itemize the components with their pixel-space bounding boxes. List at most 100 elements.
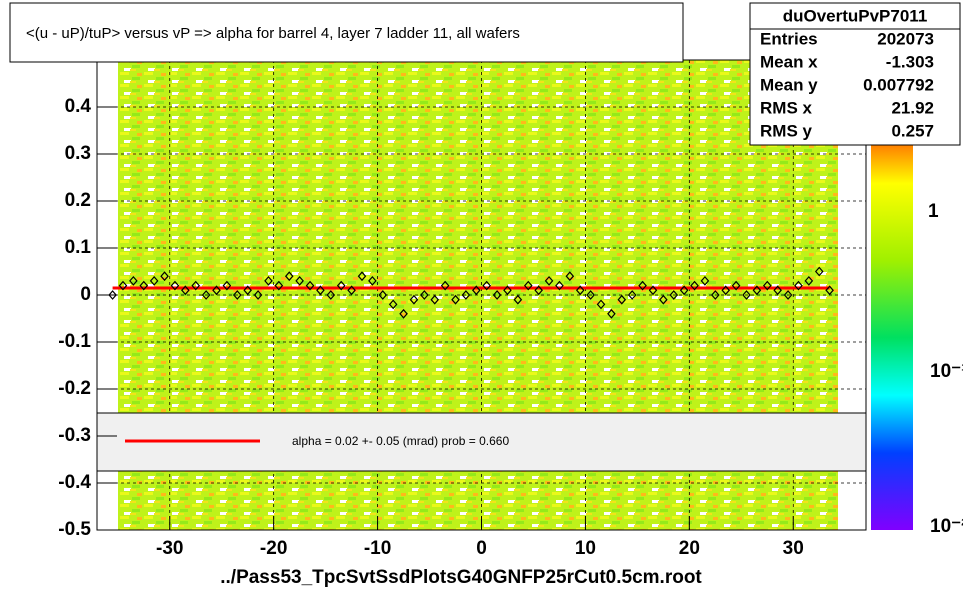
profile-point [201,290,211,300]
stats-box [749,2,961,146]
x-tick-label: -10 [364,538,391,559]
profile-point [357,271,367,282]
profile-point [399,308,408,319]
profile-point [326,290,336,300]
profile-point [586,290,595,300]
profile-point [742,290,751,300]
profile-point [420,290,429,300]
profile-point [752,285,762,296]
profile-point [690,280,699,291]
profile-point [129,275,138,286]
profile-point [814,266,824,277]
stats-value: 21.92 [891,98,934,117]
color-bar [871,145,913,530]
stats-value: 0.257 [891,121,934,140]
profile-point [731,280,741,291]
profile-point [648,285,658,296]
profile-point [243,285,252,296]
profile-point [212,285,221,296]
y-tick-label: 0 [80,284,91,305]
x-tick-label: 10 [575,538,596,559]
profile-point [232,290,242,300]
profile-point [596,299,606,310]
stats-label: RMS x [760,98,813,117]
profile-point [170,280,180,291]
profile-point [544,275,554,286]
profile-point [253,290,263,300]
profile-point [388,299,398,310]
profile-point [409,294,419,305]
profile-point [347,285,356,296]
legend-box [96,412,867,472]
profile-point [659,294,668,305]
y-tick-label: -0.5 [58,519,91,540]
profile-point [762,280,772,291]
profile-point [773,285,782,296]
y-tick-label: -0.3 [58,425,91,446]
profile-point [482,280,491,291]
profile-point [451,294,460,305]
profile-point [284,271,294,282]
y-tick-label: -0.1 [58,331,91,352]
profile-point [139,280,149,291]
profile-point [368,275,377,286]
profile-point [721,285,731,296]
profile-point [492,290,502,300]
profile-point [555,280,564,291]
stats-value: 202073 [877,29,934,48]
profile-point [783,290,793,300]
x-axis-title: ../Pass53_TpcSvtSsdPlotsG40GNFP25rCut0.5… [220,567,702,588]
profile-point [191,280,201,291]
profile-point [565,271,575,282]
stats-title: duOvertuPvP7011 [783,6,928,25]
x-tick-label: 30 [783,538,804,559]
colorbar-label: 10⁻¹ [930,361,963,382]
x-tick-label: 0 [476,538,487,559]
stats-value: 0.007792 [863,75,934,94]
profile-point [305,280,315,291]
y-tick-label: -0.2 [58,378,91,399]
profile-point [679,285,689,296]
profile-point [825,285,834,296]
x-tick-label: 20 [679,538,700,559]
y-tick-label: -0.4 [58,472,91,493]
profile-point [316,285,325,296]
profile-point [378,290,388,300]
stats-label: Entries [760,29,818,48]
y-tick-label: 0.3 [65,143,91,164]
profile-point [472,285,481,296]
x-tick-label: -30 [156,538,183,559]
profile-point [503,285,512,296]
profile-point [669,290,679,300]
profile-point [336,280,346,291]
profile-point [627,290,637,300]
profile-point [274,280,284,291]
stats-label: RMS y [760,121,813,140]
stats-label: Mean x [760,52,818,71]
profile-point [523,280,533,291]
legend-text: alpha = 0.02 +- 0.05 (mrad) prob = 0.660 [292,434,509,448]
profile-point [108,290,117,300]
profile-point [711,290,720,300]
profile-point [440,280,450,291]
profile-point [534,285,543,296]
profile-point [430,294,440,305]
y-tick-label: 0.4 [65,96,92,117]
profile-point [118,280,128,291]
profile-point [295,275,304,286]
profile-point [638,280,647,291]
x-tick-label: -20 [260,538,287,559]
title-box [9,2,684,63]
profile-point [607,308,616,319]
chart-title: <(u - uP)/tuP> versus vP => alpha for ba… [26,25,520,42]
y-tick-label: 0.2 [65,190,91,211]
colorbar-label: 1 [928,201,939,222]
profile-point [222,280,232,291]
profile-point [149,275,159,286]
profile-point [575,285,585,296]
colorbar-label: 10⁻² [930,516,963,537]
profile-point [794,280,803,291]
stats-label: Mean y [760,75,818,94]
